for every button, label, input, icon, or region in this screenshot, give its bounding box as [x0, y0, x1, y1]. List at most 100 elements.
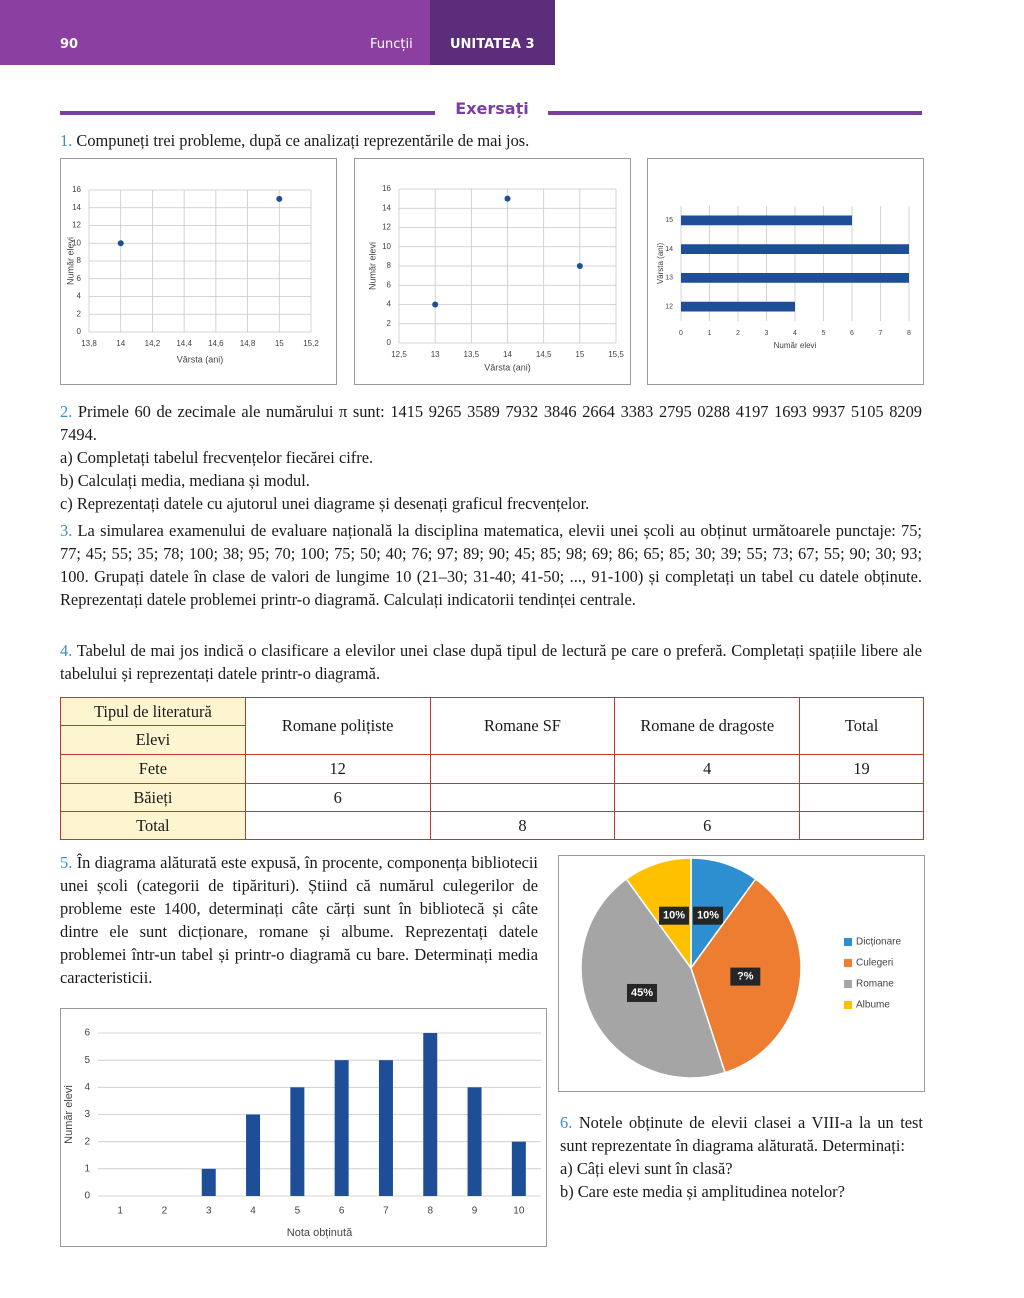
- y-tick-label: 6: [84, 1028, 90, 1039]
- title-rule: [60, 111, 435, 115]
- exercise-number: 5.: [60, 853, 73, 872]
- x-tick-label: 1: [117, 1206, 123, 1217]
- label-box: [659, 906, 690, 925]
- table-cell: 12: [244, 754, 431, 784]
- y-tick-label: 4: [84, 1082, 90, 1093]
- x-tick-label: 12,5: [391, 350, 407, 359]
- scatter-chart: 0 2 4 6 8 10 12 14 16 12,5 13 13,5 14 14,5 15 15,5 Vârst…: [354, 158, 631, 385]
- y-tick-label: 6: [77, 274, 82, 283]
- exercise-number: 3.: [60, 521, 73, 540]
- y-tick-label: 10: [382, 242, 391, 251]
- scatter-chart: 0 2 4 6 8 10 12 14 16 13,8 14 14,2 14,4 14,6 14,8 15 15,…: [60, 158, 337, 385]
- x-tick-label: 6: [850, 330, 854, 337]
- column-header: Romane SF: [429, 697, 616, 755]
- y-tick-label: 0: [84, 1191, 90, 1202]
- y-tick-label: 12: [382, 223, 391, 232]
- row-header: Fete: [60, 754, 246, 784]
- table-cell: [799, 811, 924, 840]
- data-label: 10%: [663, 910, 685, 922]
- y-tick-label: 2: [387, 319, 392, 328]
- x-tick-label: 13,5: [464, 350, 480, 359]
- label-box: [692, 906, 723, 925]
- legend-label: Dicționare: [856, 937, 901, 948]
- x-tick-label: 9: [472, 1206, 478, 1217]
- y-tick-label: 13: [665, 275, 673, 282]
- bar: [334, 1060, 349, 1196]
- bar: [423, 1033, 438, 1196]
- x-tick-label: 4: [250, 1206, 256, 1217]
- x-tick-label: 8: [907, 330, 911, 337]
- y-tick-label: 1: [84, 1163, 90, 1174]
- point: [432, 301, 439, 308]
- exercise-text: La simularea examenului de evaluare nați…: [60, 521, 922, 609]
- legend-swatch: [844, 1001, 852, 1009]
- y-tick-label: 8: [77, 256, 82, 265]
- exercise-item: a) Completați tabelul frecvențelor fiecă…: [60, 448, 374, 467]
- pie-slice: [580, 877, 726, 1079]
- bar: [246, 1114, 261, 1196]
- table-cell: 4: [614, 754, 801, 784]
- row-header: Total: [60, 811, 246, 840]
- x-tick-label: 14,5: [536, 350, 552, 359]
- x-tick-label: 7: [879, 330, 883, 337]
- exercise-text: Tabelul de mai jos indică o clasificare …: [60, 641, 922, 683]
- header-bar: [0, 0, 430, 65]
- table-corner: Tipul de literatură: [60, 697, 246, 726]
- exercise-text: Primele 60 de zecimale ale numărului π s…: [60, 402, 922, 444]
- column-header: Romane de dragoste: [614, 697, 801, 755]
- y-tick-label: 14: [665, 246, 673, 253]
- table-cell: 19: [799, 754, 924, 784]
- header-unit-bar: [430, 0, 555, 65]
- y-tick-label: 10: [72, 238, 81, 247]
- table-cell: 8: [429, 811, 616, 840]
- y-tick-label: 5: [84, 1055, 90, 1066]
- legend-swatch: [844, 938, 852, 946]
- bar-chart: 0 1 2 3 4 5 6 Nota obținută Număr elevi 1 2 3 4 5 6 7 8 9…: [60, 1008, 547, 1247]
- y-axis-label: Număr elevi: [63, 1085, 75, 1144]
- x-tick-label: 14: [503, 350, 512, 359]
- table-cell: 6: [244, 783, 431, 812]
- y-tick-label: 8: [387, 261, 392, 270]
- bar: [681, 215, 852, 226]
- x-tick-label: 13,8: [81, 339, 97, 348]
- section-name: Funcții: [370, 37, 413, 52]
- x-tick-label: 2: [736, 330, 740, 337]
- point: [117, 240, 124, 247]
- y-axis-label: Vârsta (ani): [656, 242, 665, 284]
- y-tick-label: 16: [382, 184, 391, 193]
- y-tick-label: 12: [665, 303, 673, 310]
- exercise-number: 6.: [560, 1113, 573, 1132]
- exercise: 3. La simularea examenului de evaluare n…: [60, 519, 922, 611]
- table-cell: [614, 783, 801, 812]
- bar: [201, 1168, 216, 1196]
- table-corner: Elevi: [60, 725, 246, 755]
- y-tick-label: 4: [77, 292, 82, 301]
- bar: [378, 1060, 393, 1196]
- y-tick-label: 14: [382, 203, 391, 212]
- y-tick-label: 4: [387, 300, 392, 309]
- exercise-text: Notele obținute de elevii clasei a VIII-…: [560, 1113, 923, 1155]
- exercise-item: b) Care este media și amplitudinea notel…: [560, 1182, 845, 1201]
- exercise-number: 4.: [60, 641, 73, 660]
- x-tick-label: 7: [383, 1206, 389, 1217]
- pie-chart: 10% Dicționare?% Culegeri 45% Romane 10% Album…: [558, 855, 925, 1092]
- bar: [511, 1141, 526, 1196]
- x-tick-label: 10: [513, 1206, 525, 1217]
- exercise: 2. Primele 60 de zecimale ale numărului …: [60, 400, 922, 515]
- x-tick-label: 5: [295, 1206, 301, 1217]
- column-header: Total: [799, 697, 924, 755]
- legend-swatch: [844, 959, 852, 967]
- x-tick-label: 15: [575, 350, 584, 359]
- page-number: 90: [60, 37, 79, 52]
- y-tick-label: 14: [72, 203, 81, 212]
- y-tick-label: 2: [84, 1136, 90, 1147]
- bar: [290, 1087, 305, 1196]
- point: [504, 195, 511, 202]
- x-tick-label: 15,5: [608, 350, 624, 359]
- title-rule: [548, 111, 922, 115]
- exercise: 4. Tabelul de mai jos indică o clasifica…: [60, 639, 922, 685]
- x-tick-label: 13: [431, 350, 440, 359]
- pie-slice: [625, 857, 692, 971]
